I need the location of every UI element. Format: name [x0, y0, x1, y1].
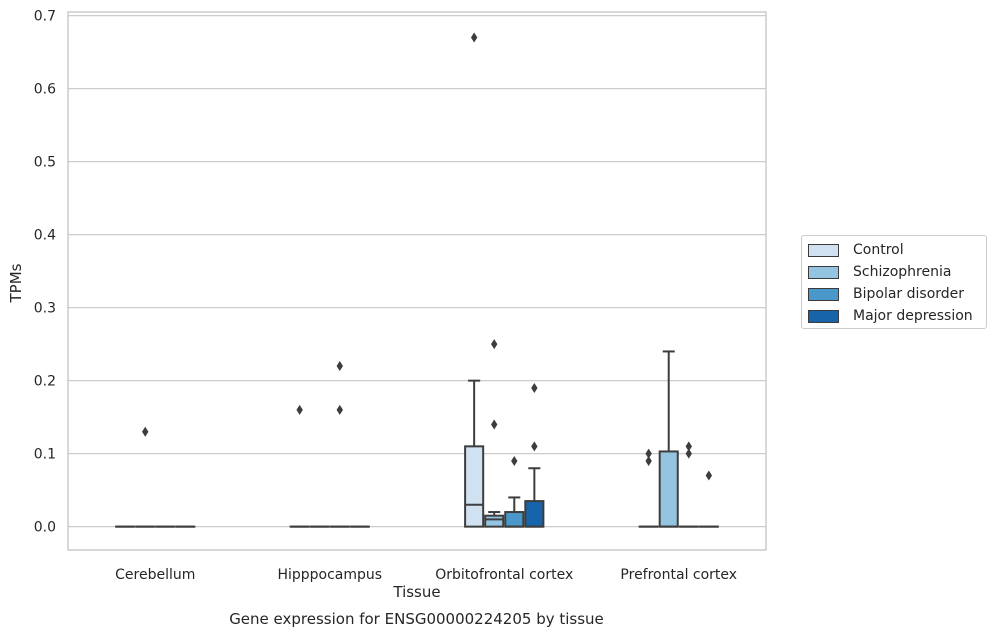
- y-tick-label: 0.4: [34, 228, 56, 244]
- box-body: [504, 511, 525, 528]
- outlier-point: [705, 470, 713, 481]
- y-tick-label: 0.0: [34, 520, 56, 536]
- outlier-point: [531, 382, 538, 393]
- outlier-point: [685, 448, 692, 459]
- legend-label-major-depression: Major depression: [853, 308, 973, 324]
- legend-label-schizophrenia: Schizophrenia: [853, 264, 952, 280]
- x-tick-label: Hipppocampus: [277, 567, 382, 583]
- outlier-point: [685, 441, 692, 452]
- legend-swatch-bipolar-disorder: [808, 287, 839, 301]
- outlier-point: [336, 404, 343, 415]
- box-major-depression-3: [698, 470, 719, 528]
- outlier-point: [511, 455, 518, 466]
- box-body: [658, 450, 679, 528]
- box-plots: [115, 32, 719, 528]
- figure-caption: Gene expression for ENSG00000224205 by t…: [229, 610, 604, 628]
- y-axis-label: TPMs: [7, 263, 25, 303]
- legend-swatch-control: [808, 243, 839, 257]
- box-body: [464, 445, 485, 528]
- outlier-point: [142, 426, 149, 437]
- legend-item-major-depression: Major depression: [808, 305, 986, 327]
- grid-lines: [68, 14, 766, 528]
- x-tick-label: Cerebellum: [115, 567, 195, 583]
- box-control-1: [289, 404, 310, 528]
- outlier-point: [531, 441, 538, 452]
- y-tick-label: 0.2: [34, 374, 56, 390]
- legend-item-control: Control: [808, 239, 986, 261]
- x-tick-label: Orbitofrontal cortex: [435, 567, 573, 583]
- box-bipolar-disorder-2: [504, 455, 525, 528]
- legend-item-schizophrenia: Schizophrenia: [808, 261, 986, 283]
- legend-label-control: Control: [853, 242, 904, 258]
- outlier-point: [491, 419, 498, 430]
- y-tick-labels: 0.0 0.1 0.2 0.3 0.4 0.5 0.6 0.7: [34, 9, 56, 536]
- legend-item-bipolar-disorder: Bipolar disorder: [808, 283, 986, 305]
- x-axis-label: Tissue: [392, 583, 440, 601]
- y-tick-label: 0.3: [34, 301, 56, 317]
- box-schizophrenia-3: [658, 350, 679, 528]
- box-body: [524, 500, 545, 528]
- outlier-point: [296, 404, 303, 415]
- outlier-point: [645, 455, 652, 466]
- box-schizophrenia-0: [135, 426, 156, 528]
- legend-swatch-schizophrenia: [808, 265, 839, 279]
- box-schizophrenia-2: [484, 339, 505, 528]
- outlier-point: [470, 32, 478, 43]
- box-body: [484, 514, 505, 528]
- y-tick-label: 0.7: [34, 9, 56, 25]
- x-tick-label: Prefrontal cortex: [620, 567, 737, 583]
- outlier-point: [491, 339, 498, 350]
- y-tick-label: 0.1: [34, 447, 56, 463]
- legend-swatch-major-depression: [808, 309, 839, 323]
- legend-label-bipolar-disorder: Bipolar disorder: [853, 286, 965, 302]
- outlier-point: [336, 361, 343, 372]
- y-tick-label: 0.6: [34, 82, 56, 98]
- box-control-2: [464, 32, 485, 528]
- box-bipolar-disorder-1: [329, 361, 350, 528]
- box-major-depression-2: [524, 382, 545, 528]
- box-bipolar-disorder-3: [678, 441, 699, 528]
- legend: Control Schizophrenia Bipolar disorder M…: [801, 235, 987, 329]
- outlier-point: [645, 448, 652, 459]
- x-tick-labels: Cerebellum Hipppocampus Orbitofrontal cort…: [115, 567, 737, 583]
- box-control-3: [638, 448, 659, 528]
- plot-frame: [67, 11, 767, 551]
- y-tick-label: 0.5: [34, 155, 56, 171]
